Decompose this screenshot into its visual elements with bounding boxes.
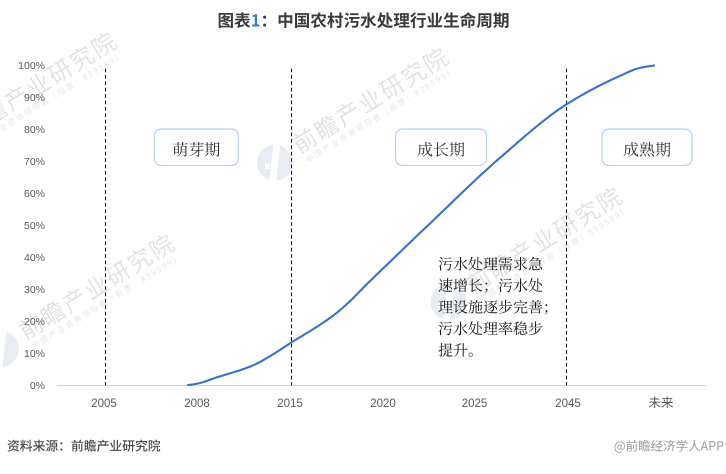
svg-text:2020: 2020 xyxy=(370,398,396,410)
svg-text:2008: 2008 xyxy=(184,398,210,410)
svg-text:40%: 40% xyxy=(24,252,45,264)
svg-text:50%: 50% xyxy=(24,220,45,232)
svg-text:70%: 70% xyxy=(24,156,45,168)
svg-text:80%: 80% xyxy=(24,124,45,136)
svg-text:90%: 90% xyxy=(24,92,45,104)
svg-text:2005: 2005 xyxy=(91,398,117,410)
svg-text:30%: 30% xyxy=(24,284,45,296)
svg-text:2015: 2015 xyxy=(277,398,303,410)
svg-text:20%: 20% xyxy=(24,316,45,328)
svg-text:0%: 0% xyxy=(30,380,45,392)
svg-text:2045: 2045 xyxy=(555,398,581,410)
svg-text:2025: 2025 xyxy=(462,398,488,410)
svg-text:100%: 100% xyxy=(18,60,45,72)
svg-text:10%: 10% xyxy=(24,348,45,360)
svg-text:60%: 60% xyxy=(24,188,45,200)
